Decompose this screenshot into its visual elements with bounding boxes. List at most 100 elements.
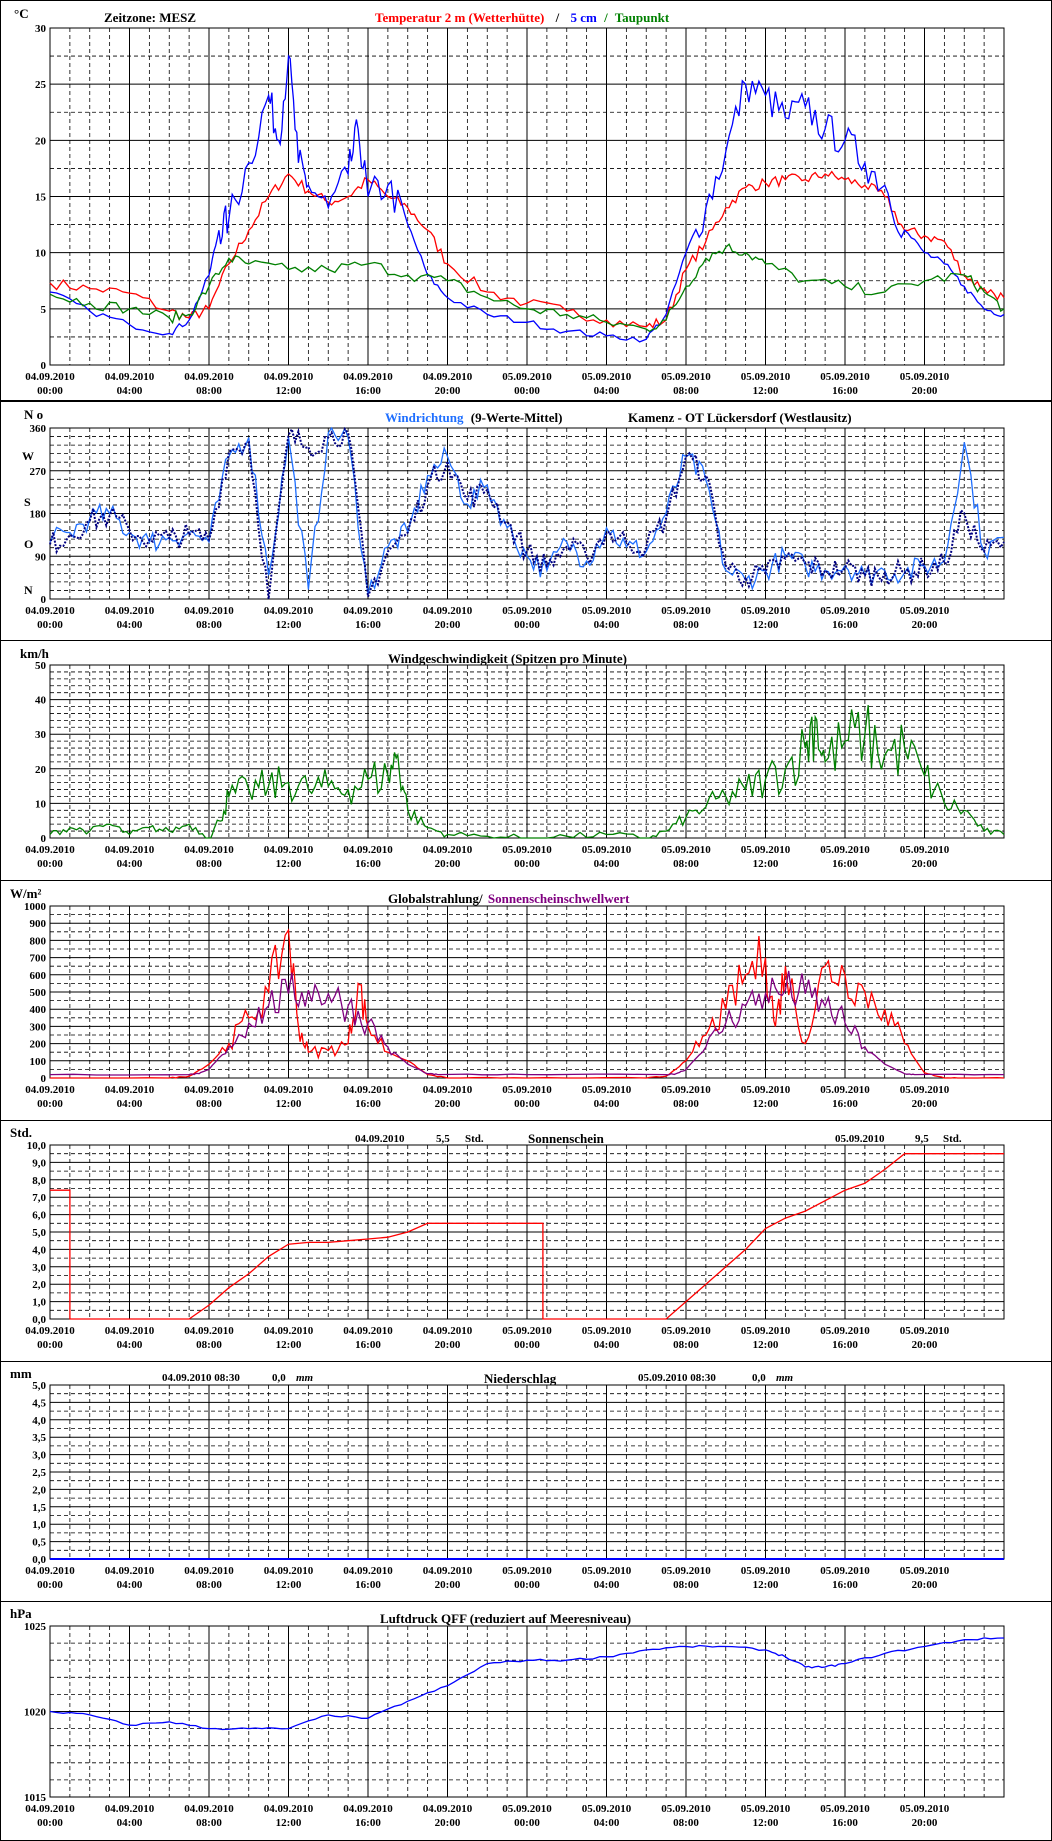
panel-wind-speed: km/h Windgeschwindigkeit (Spitzen pro Mi… (0, 640, 1052, 881)
x-tick-time: 12:00 (753, 385, 779, 397)
x-tick-date: 05.09.2010 (900, 1803, 950, 1815)
title-schwellwert: Sonnenscheinschwellwert (488, 891, 630, 906)
x-tick-time: 12:00 (753, 1579, 779, 1591)
x-tick-time: 00:00 (514, 1579, 540, 1591)
y-tick-label: 5,0 (32, 1380, 46, 1392)
x-tick-time: 12:00 (753, 619, 779, 631)
x-tick-date: 04.09.2010 (105, 1803, 155, 1815)
x-tick-time: 16:00 (832, 385, 858, 397)
y-tick-label: 40 (35, 695, 47, 707)
x-tick-time: 08:00 (673, 385, 699, 397)
y-tick-label: 400 (30, 1004, 47, 1016)
panel-precipitation: mm 04.09.2010 08:30 0,0 mm Niederschlag … (0, 1361, 1052, 1602)
series-line-sonnenschein (50, 1153, 1004, 1320)
annotation-day1-value: 5,5 (436, 1133, 450, 1145)
x-tick-time: 04:00 (594, 1579, 620, 1591)
x-tick-time: 20:00 (912, 858, 938, 870)
annotation-day2-date: 05.09.2010 (835, 1133, 885, 1145)
x-tick-date: 05.09.2010 (661, 605, 711, 617)
x-tick-date: 05.09.2010 (820, 844, 870, 856)
y-tick-label: 6,0 (32, 1210, 46, 1222)
plot-wind-direction: 0 90 180 270 360 04.09.2010 00:00 04.09.2010 04:… (25, 423, 1005, 631)
x-tick-date: 04.09.2010 (423, 1084, 473, 1096)
y-tick-label: 9,0 (32, 1157, 46, 1169)
x-tick-time: 20:00 (912, 1098, 938, 1110)
x-tick-time: 08:00 (673, 1098, 699, 1110)
x-tick-time: 16:00 (832, 1098, 858, 1110)
x-tick-date: 05.09.2010 (582, 1325, 632, 1337)
x-tick-time: 16:00 (355, 1339, 381, 1351)
y-tick-label: 0 (41, 1073, 47, 1085)
x-tick-date: 04.09.2010 (423, 1803, 473, 1815)
y-tick-label: 0 (41, 360, 47, 372)
x-tick-time: 12:00 (753, 1339, 779, 1351)
title-temp2m: Temperatur 2 m (Wetterhütte) (375, 10, 544, 25)
timezone-label: Zeitzone: MESZ (104, 10, 196, 25)
compass-w: W (22, 449, 34, 463)
x-tick-date: 04.09.2010 (264, 1803, 314, 1815)
x-tick-time: 04:00 (594, 385, 620, 397)
panel-wind-direction: N o Windrichtung (9-Werte-Mittel) Kamenz… (0, 401, 1052, 641)
x-tick-time: 04:00 (117, 1339, 143, 1351)
x-tick-date: 04.09.2010 (264, 1325, 314, 1337)
x-tick-date: 05.09.2010 (502, 1565, 552, 1577)
y-tick-label: 15 (35, 192, 47, 204)
series-line-temperatur-2-m-wetterh-tte- (49, 170, 1005, 329)
unit-label: Std. (10, 1125, 32, 1140)
plot-sunshine: 0,0 1,0 2,0 3,0 4,0 5,0 6,0 7,0 8,0 9,0 10,0 04.09.… (25, 1140, 1005, 1351)
x-tick-time: 00:00 (514, 858, 540, 870)
y-tick-label: 700 (30, 953, 47, 965)
x-tick-time: 00:00 (37, 1579, 63, 1591)
title-5cm: 5 cm (570, 10, 597, 25)
y-tick-label: 600 (30, 970, 47, 982)
x-tick-date: 05.09.2010 (741, 1565, 791, 1577)
x-tick-time: 12:00 (276, 1339, 302, 1351)
x-tick-time: 08:00 (196, 858, 222, 870)
x-tick-date: 05.09.2010 (582, 605, 632, 617)
y-tick-label: 1020 (24, 1707, 47, 1719)
x-tick-date: 05.09.2010 (900, 1084, 950, 1096)
y-tick-label: 200 (30, 1039, 47, 1051)
x-tick-date: 04.09.2010 (105, 1325, 155, 1337)
x-tick-date: 05.09.2010 (900, 605, 950, 617)
y-tick-label: 300 (30, 1021, 47, 1033)
x-tick-time: 12:00 (276, 385, 302, 397)
x-tick-date: 04.09.2010 (184, 844, 234, 856)
unit-label: N o (24, 407, 43, 422)
x-tick-date: 05.09.2010 (900, 1325, 950, 1337)
annotation-day2-value: 0,0 (752, 1372, 766, 1384)
x-tick-date: 05.09.2010 (900, 371, 950, 383)
annotation-day2-date: 05.09.2010 08:30 (638, 1372, 716, 1384)
x-tick-date: 04.09.2010 (264, 1084, 314, 1096)
x-tick-date: 04.09.2010 (184, 605, 234, 617)
y-tick-label: 4,0 (32, 1244, 46, 1256)
series-line-taupunkt (49, 243, 1005, 333)
x-tick-date: 04.09.2010 (25, 1565, 75, 1577)
plot-global-radiation: 0 100 200 300 400 500 600 700 800 900 1000 04.09.20… (24, 901, 1005, 1110)
y-tick-label: 1,5 (32, 1502, 46, 1514)
x-tick-time: 12:00 (276, 1098, 302, 1110)
x-tick-time: 08:00 (196, 1579, 222, 1591)
x-tick-date: 04.09.2010 (343, 1803, 393, 1815)
chart-title: Windgeschwindigkeit (Spitzen pro Minute) (388, 651, 627, 666)
plot-temperature: 0 5 10 15 20 25 30 04.09.2010 00:00 04.09.2010 04:… (25, 23, 1005, 397)
y-tick-label: 0,5 (32, 1537, 46, 1549)
y-tick-label: 100 (30, 1056, 47, 1068)
x-tick-date: 05.09.2010 (820, 1565, 870, 1577)
x-tick-time: 00:00 (514, 1339, 540, 1351)
x-tick-time: 16:00 (832, 1817, 858, 1829)
station-name: Kamenz - OT Lückersdorf (Westlausitz) (628, 410, 852, 425)
y-tick-label: 0,0 (32, 1554, 46, 1566)
x-tick-time: 00:00 (37, 619, 63, 631)
x-tick-date: 05.09.2010 (582, 844, 632, 856)
x-tick-time: 04:00 (117, 858, 143, 870)
x-tick-date: 04.09.2010 (423, 605, 473, 617)
y-tick-label: 10,0 (27, 1140, 47, 1152)
x-tick-time: 12:00 (753, 1098, 779, 1110)
x-tick-date: 04.09.2010 (264, 844, 314, 856)
y-tick-label: 1025 (24, 1621, 47, 1633)
x-tick-time: 20:00 (435, 619, 461, 631)
y-tick-label: 360 (30, 423, 47, 435)
y-tick-label: 3,0 (32, 1450, 46, 1462)
x-tick-time: 00:00 (37, 1817, 63, 1829)
